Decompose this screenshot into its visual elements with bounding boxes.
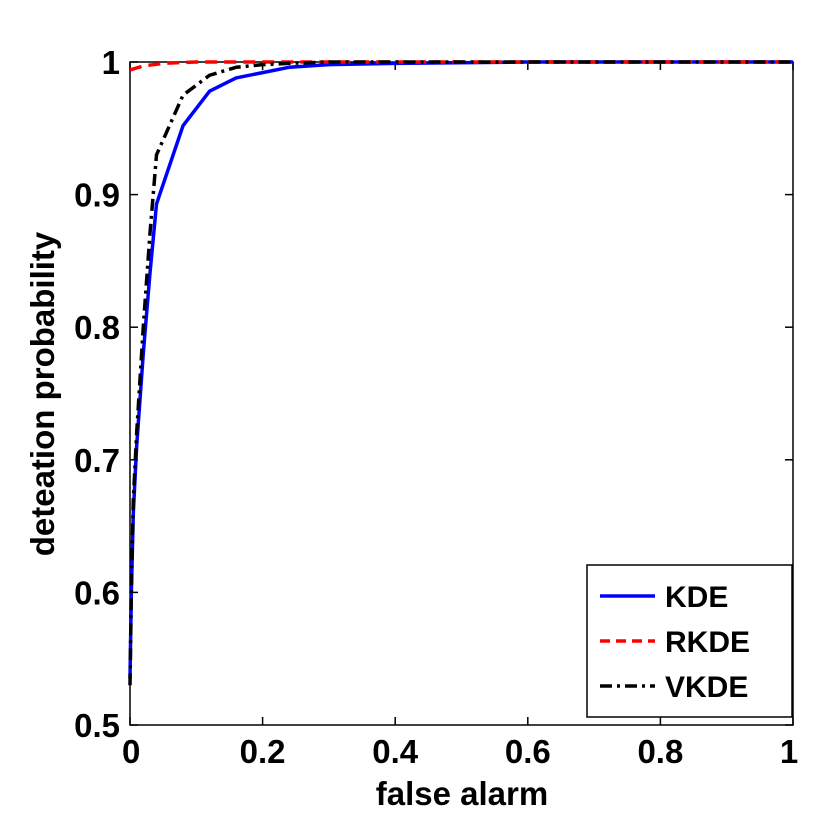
y-tick-label: 0.7 xyxy=(74,442,120,479)
x-tick-label: 0.6 xyxy=(505,733,551,770)
y-tick-label: 0.5 xyxy=(74,707,120,744)
x-axis-label: false alarm xyxy=(376,775,548,812)
legend-rkde-label: RKDE xyxy=(665,626,750,659)
series-lines xyxy=(128,60,793,686)
y-axis-label: deteation probability xyxy=(24,231,61,556)
legend-kde-label: KDE xyxy=(665,581,728,614)
x-tick-label: 0 xyxy=(122,733,140,770)
y-tick-label: 0.9 xyxy=(74,177,120,214)
y-tick-label: 1 xyxy=(102,44,120,81)
x-tick-label: 0.2 xyxy=(240,733,286,770)
x-tick-label: 0.4 xyxy=(372,733,419,770)
series-line-rkde xyxy=(129,60,793,72)
y-tick-label: 0.6 xyxy=(74,574,120,611)
legend: KDE RKDE VKDE xyxy=(586,564,793,718)
x-tick-labels: 0 0.2 0.4 0.6 0.8 1 xyxy=(122,733,798,770)
legend-vkde-label: VKDE xyxy=(665,671,748,704)
x-tick-label: 1 xyxy=(780,733,798,770)
y-tick-label: 0.8 xyxy=(74,309,120,346)
x-tick-label: 0.8 xyxy=(637,733,683,770)
y-tick-labels: 0.5 0.6 0.7 0.8 0.9 1 xyxy=(74,44,120,744)
series-line-vkde xyxy=(128,60,793,686)
